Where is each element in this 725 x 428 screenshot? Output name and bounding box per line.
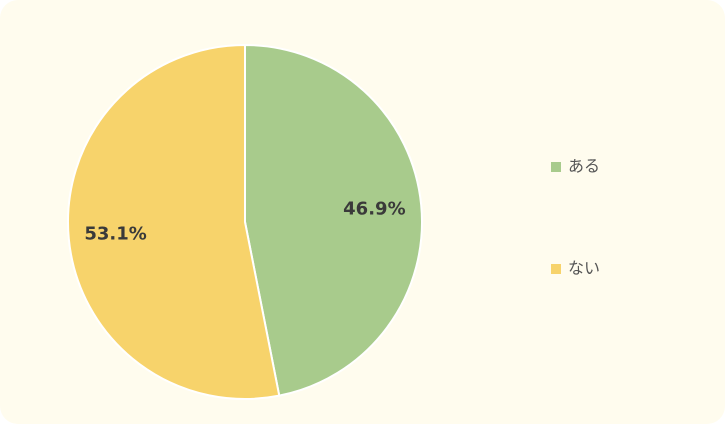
legend-swatch xyxy=(551,162,561,172)
data-label: 46.9% xyxy=(343,198,405,219)
legend-label: ある xyxy=(568,157,600,176)
data-label: 53.1% xyxy=(84,224,146,245)
legend-swatch xyxy=(551,264,561,274)
legend-label: ない xyxy=(568,259,600,278)
pie-slice xyxy=(67,43,281,400)
pie-slice xyxy=(244,43,423,397)
